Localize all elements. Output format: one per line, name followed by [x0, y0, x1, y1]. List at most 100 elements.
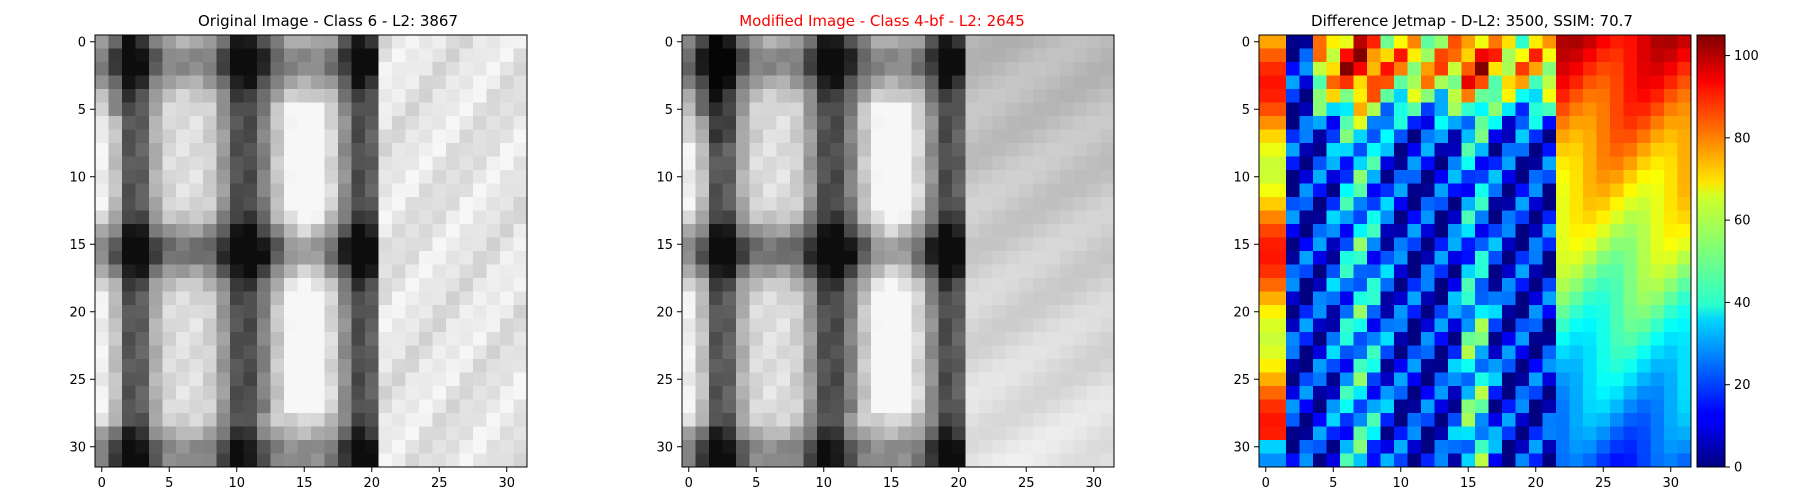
heatmap-cell — [284, 264, 298, 279]
heatmap-cell — [1353, 129, 1368, 144]
heatmap-cell — [513, 143, 528, 157]
heatmap-cell — [1583, 170, 1597, 184]
heatmap-cell — [938, 129, 953, 144]
heatmap-cell — [392, 305, 406, 319]
heatmap-cell — [1569, 426, 1584, 441]
heatmap-cell — [1060, 224, 1074, 238]
heatmap-cell — [1006, 332, 1020, 346]
heatmap-cell — [1060, 75, 1074, 90]
heatmap-cell — [1286, 116, 1300, 130]
heatmap-cell — [992, 89, 1007, 103]
x-tick-label: 10 — [1392, 476, 1409, 491]
heatmap-cell — [1286, 197, 1300, 211]
heatmap-cell — [1394, 35, 1408, 49]
heatmap-cell — [122, 143, 136, 157]
heatmap-cell — [513, 264, 528, 279]
heatmap-cell — [230, 170, 244, 184]
heatmap-cell — [1353, 156, 1368, 171]
heatmap-cell — [473, 89, 487, 103]
heatmap-cell — [952, 62, 966, 76]
heatmap-cell — [1556, 413, 1570, 427]
heatmap-cell — [419, 143, 433, 157]
heatmap-cell — [790, 197, 804, 211]
heatmap-cell — [722, 291, 737, 306]
heatmap-cell — [243, 210, 258, 225]
heatmap-cell — [1087, 210, 1101, 225]
heatmap-cell — [695, 359, 710, 373]
heatmap-cell — [149, 116, 163, 130]
heatmap-cell — [311, 386, 325, 400]
heatmap-cell — [803, 35, 818, 49]
heatmap-cell — [1073, 399, 1088, 414]
heatmap-cell — [776, 62, 791, 76]
heatmap-cell — [1529, 332, 1543, 346]
heatmap-cell — [1421, 426, 1435, 441]
heatmap-cell — [405, 399, 420, 414]
heatmap-cell — [162, 156, 177, 171]
heatmap-cell — [419, 210, 433, 225]
heatmap-cell — [952, 291, 966, 306]
heatmap-cell — [884, 305, 899, 319]
heatmap-cell — [1087, 413, 1101, 427]
heatmap-cell — [1100, 89, 1115, 103]
heatmap-cell — [1259, 305, 1273, 319]
heatmap-cell — [176, 251, 190, 265]
heatmap-cell — [709, 278, 723, 292]
heatmap-cell — [1060, 264, 1074, 279]
heatmap-cell — [189, 251, 204, 265]
heatmap-cell — [979, 332, 993, 346]
heatmap-cell — [763, 426, 777, 441]
heatmap-cell — [1407, 332, 1422, 346]
heatmap-cell — [230, 345, 244, 360]
heatmap-cell — [1623, 197, 1638, 211]
heatmap-cell — [1488, 386, 1503, 400]
heatmap-cell — [1060, 35, 1074, 49]
heatmap-cell — [1100, 345, 1115, 360]
heatmap-cell — [351, 413, 366, 427]
heatmap-cell — [1434, 116, 1449, 130]
heatmap-cell — [135, 197, 150, 211]
heatmap-cell — [763, 453, 777, 468]
heatmap-cell — [446, 89, 460, 103]
heatmap-cell — [284, 453, 298, 468]
heatmap-cell — [338, 170, 352, 184]
heatmap-cell — [1313, 399, 1327, 414]
heatmap-cell — [122, 413, 136, 427]
heatmap-cell — [1475, 305, 1489, 319]
heatmap-cell — [992, 264, 1007, 279]
heatmap-cell — [1664, 224, 1678, 238]
heatmap-cell — [1569, 345, 1584, 360]
heatmap-cell — [1421, 129, 1435, 144]
heatmap-cell — [884, 264, 899, 279]
heatmap-cell — [830, 305, 845, 319]
heatmap-cell — [871, 170, 885, 184]
heatmap-cell — [1353, 251, 1368, 265]
heatmap-cell — [1286, 305, 1300, 319]
heatmap-cell — [432, 197, 447, 211]
heatmap-cell — [324, 318, 339, 333]
heatmap-cell — [884, 183, 899, 198]
heatmap-cell — [243, 318, 258, 333]
heatmap-cell — [1515, 129, 1530, 144]
heatmap-cell — [1583, 102, 1597, 117]
heatmap-cell — [311, 251, 325, 265]
heatmap-cell — [709, 453, 723, 468]
heatmap-cell — [473, 224, 487, 238]
heatmap-cell — [95, 291, 109, 306]
heatmap-cell — [952, 197, 966, 211]
heatmap-cell — [473, 399, 487, 414]
heatmap-cell — [243, 332, 258, 346]
heatmap-cell — [682, 332, 696, 346]
heatmap-cell — [709, 129, 723, 144]
heatmap-cell — [736, 278, 750, 292]
heatmap-cell — [392, 62, 406, 76]
heatmap-cell — [1060, 426, 1074, 441]
heatmap-cell — [270, 89, 285, 103]
heatmap-cell — [95, 278, 109, 292]
heatmap-cell — [162, 197, 177, 211]
heatmap-cell — [1367, 35, 1381, 49]
heatmap-cell — [1313, 332, 1327, 346]
heatmap-cell — [1340, 35, 1354, 49]
heatmap-cell — [1596, 332, 1611, 346]
heatmap-cell — [965, 197, 980, 211]
